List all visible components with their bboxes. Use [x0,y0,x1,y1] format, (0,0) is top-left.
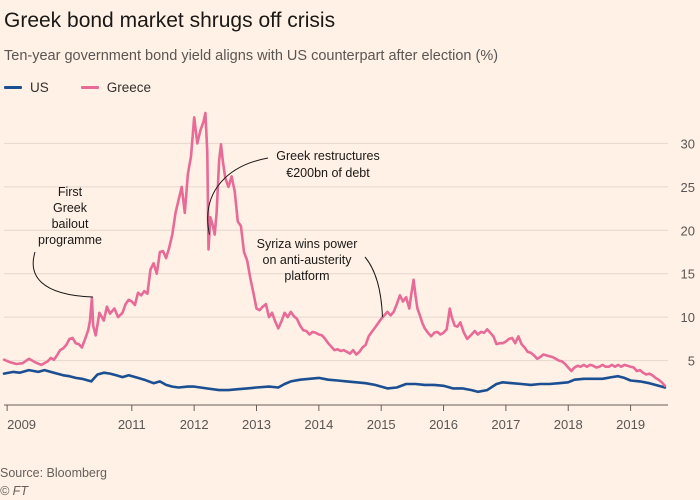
series-line-greece [2,111,667,388]
annotation-text: on anti-austerity [263,253,353,267]
x-tick-label: 2012 [180,417,209,432]
annotation-text: Greek restructures [276,149,380,163]
y-tick-label: 30 [681,136,695,151]
legend-item-greece: Greece [80,80,152,95]
y-tick-label: 15 [681,267,695,282]
legend-item-us: US [4,80,49,95]
chart-title: Greek bond market shrugs off crisis [4,9,336,32]
annotation-text: Syriza wins power [257,237,358,251]
annotation-leader [207,157,269,235]
x-tick-label: 2011 [118,417,146,432]
annotation-text: platform [284,269,329,283]
x-tick-label: 2019 [616,417,645,432]
x-tick-label: 2016 [429,417,458,432]
x-tick-label: 2014 [304,417,333,432]
x-tick-label: 2009 [7,417,36,432]
y-tick-label: 10 [681,310,695,325]
chart-subtitle: Ten-year government bond yield aligns wi… [4,48,499,64]
x-tick-label: 2015 [367,417,396,432]
y-tick-label: 20 [681,223,695,238]
x-tick-label: 2017 [491,417,520,432]
series-line-us [2,368,667,394]
annotation-leader [364,256,383,318]
legend-label-greece: Greece [106,80,152,95]
annotation-text: €200bn of debt [286,166,370,180]
annotation-leader [32,251,93,298]
legend-label-us: US [30,80,49,95]
y-tick-label: 5 [688,354,695,369]
annotation-text: Greek [53,201,88,215]
legend-swatch-us [4,86,22,89]
source-note: Source: Bloomberg [0,466,108,480]
legend: US Greece [4,80,183,95]
legend-swatch-greece [80,86,99,89]
x-tick-label: 2013 [242,417,271,432]
y-tick-label: 25 [681,180,695,195]
annotation-text: First [58,185,83,199]
copyright-note: © FT [0,484,28,498]
x-tick-label: 2018 [554,417,583,432]
annotation-text: bailout [52,217,89,231]
annotation-text: programme [38,233,102,247]
